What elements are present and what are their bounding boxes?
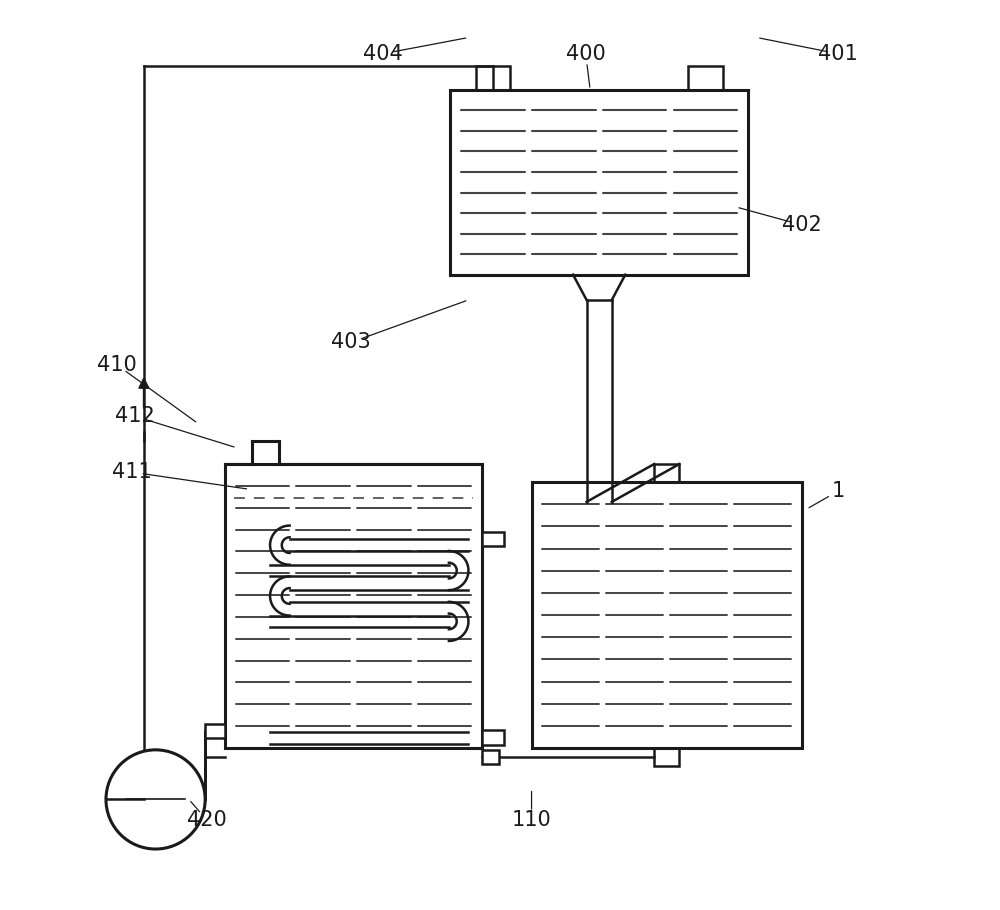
- Bar: [225, 464, 482, 748]
- Text: 401: 401: [818, 44, 858, 64]
- Bar: [482, 750, 499, 764]
- Bar: [476, 66, 510, 90]
- Bar: [450, 90, 748, 275]
- Text: 1: 1: [832, 481, 845, 501]
- Text: 403: 403: [331, 332, 371, 352]
- Bar: [482, 532, 504, 547]
- Text: 110: 110: [512, 810, 551, 830]
- Text: 400: 400: [566, 44, 606, 64]
- Bar: [205, 723, 225, 738]
- Text: 420: 420: [187, 810, 227, 830]
- Text: 404: 404: [363, 44, 403, 64]
- Bar: [654, 748, 679, 766]
- Text: 411: 411: [112, 462, 152, 482]
- Text: 402: 402: [782, 215, 822, 235]
- Text: 412: 412: [115, 406, 155, 426]
- Bar: [654, 464, 679, 482]
- Bar: [482, 731, 504, 745]
- Bar: [532, 482, 802, 748]
- Bar: [688, 66, 723, 90]
- Text: 410: 410: [97, 355, 137, 375]
